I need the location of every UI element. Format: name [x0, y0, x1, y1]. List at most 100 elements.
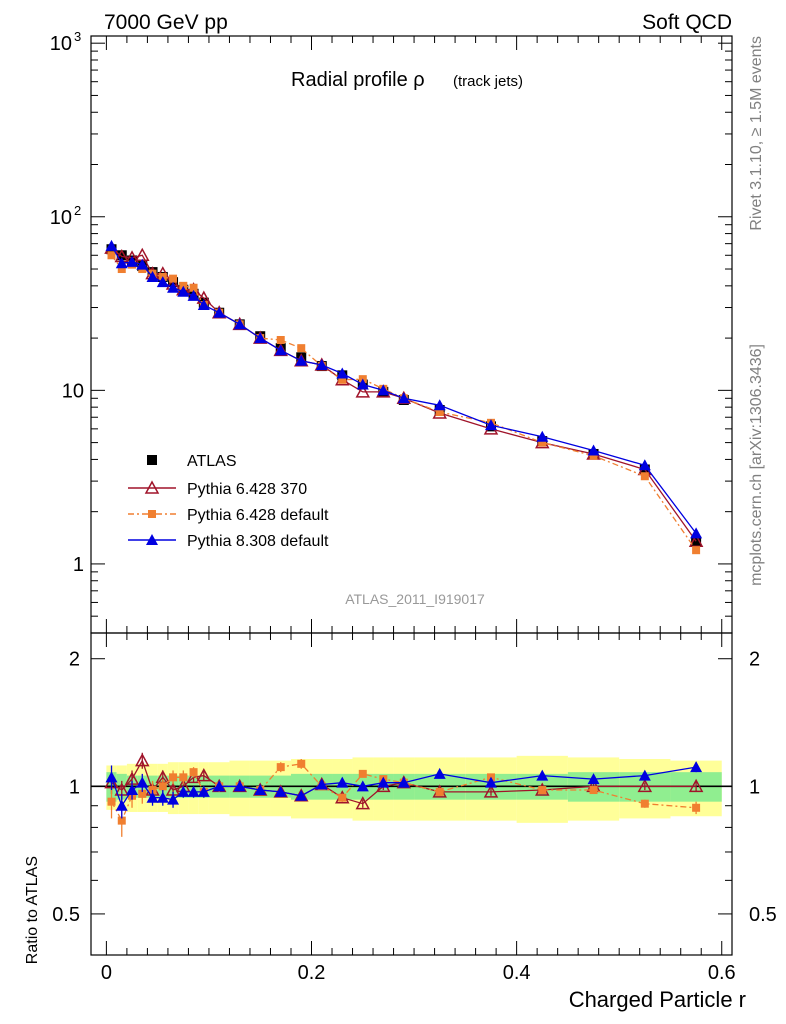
main-point [536, 430, 549, 442]
main-point [136, 258, 149, 270]
main-point [254, 332, 267, 344]
ratio-x-tick-label: 0.4 [503, 962, 531, 984]
ratio-point [377, 776, 390, 788]
ratio-point [169, 773, 178, 782]
main-y-tick-label: 10 [50, 33, 72, 55]
main-point [315, 358, 328, 370]
ratio-y-label: Ratio to ATLAS [24, 856, 41, 964]
ratio-point [637, 778, 653, 793]
legend-item-1: Pythia 6.428 370 [128, 480, 307, 498]
analysis-id: ATLAS_2011_I919017 [345, 591, 485, 607]
main-point [156, 276, 169, 288]
legend-marker [144, 480, 160, 494]
ratio-point [187, 785, 200, 797]
ratio-point [435, 787, 444, 796]
ratio-point [397, 776, 410, 788]
main-point [355, 384, 371, 398]
ratio-point [138, 789, 147, 798]
ratio-point [692, 803, 701, 812]
main-point [297, 344, 306, 353]
main-point [126, 255, 139, 267]
main-y-tick-label: 1 [73, 554, 84, 576]
ratio-point [167, 793, 180, 805]
ratio-point [295, 789, 308, 801]
ratio-point [213, 780, 226, 792]
ratio-point [483, 784, 499, 798]
ratio-point [355, 796, 371, 810]
ratio-point [587, 773, 600, 785]
ratio-series-layer [104, 752, 704, 837]
main-point [197, 299, 210, 311]
legend-marker [147, 455, 157, 465]
ratio-series-2 [105, 761, 703, 819]
ratio-point [135, 753, 150, 767]
ratio-point [640, 799, 649, 808]
main-point [587, 444, 600, 456]
ratio-point [158, 782, 167, 791]
ratio-point [338, 793, 347, 802]
ratio-point [117, 816, 126, 825]
ratio-point [276, 763, 285, 772]
ratio-point [356, 780, 369, 792]
ratio-axis-ticks: 0 0.2 0.4 0.6 0.5 0.5 1 1 2 2 [52, 633, 777, 984]
ratio-point [136, 776, 149, 788]
ratio-x-tick-label: 0.6 [708, 962, 736, 984]
main-point [167, 281, 180, 293]
main-point [589, 451, 598, 460]
ratio-point [177, 785, 190, 797]
main-title-text: Radial profile ρ [291, 69, 425, 91]
ratio-plot-frame [90, 632, 733, 956]
main-point [116, 250, 127, 261]
main-point [433, 399, 446, 411]
header-left: 7000 GeV pp [104, 11, 228, 34]
ratio-point [433, 767, 446, 779]
ratio-point [484, 776, 497, 788]
main-point [640, 472, 649, 481]
ratio-point [690, 761, 703, 773]
main-point [105, 239, 118, 251]
legend-item-2: Pythia 6.428 default [128, 507, 329, 524]
main-point [107, 251, 116, 260]
main-point [377, 384, 390, 396]
legend-item-0: ATLAS [147, 453, 237, 470]
main-point [397, 392, 410, 404]
main-series-3 [105, 239, 703, 539]
main-point [169, 274, 178, 283]
ratio-point [115, 799, 128, 811]
ratio-y-tick-label: 2 [69, 649, 80, 671]
ratio-uncertainty-bands [91, 755, 732, 823]
ratio-point [336, 776, 349, 788]
main-point [213, 306, 226, 318]
main-point [146, 270, 159, 282]
ratio-point [589, 786, 598, 795]
main-point [117, 265, 126, 274]
ratio-point [233, 780, 246, 792]
header-right: Soft QCD [642, 11, 732, 34]
side-label-top: Rivet 3.1.10, ≥ 1.5M events [748, 36, 765, 231]
main-title-suffix: (track jets) [453, 73, 523, 90]
ratio-point [189, 768, 198, 777]
ratio-point [274, 785, 287, 797]
ratio-x-tick-label: 0.2 [298, 962, 326, 984]
main-point [690, 527, 703, 539]
main-point [233, 318, 246, 330]
ratio-point [638, 769, 651, 781]
main-point [276, 336, 285, 345]
main-point [538, 438, 547, 447]
ratio-point [197, 785, 210, 797]
ratio-y-tick-label: 1 [69, 776, 80, 798]
ratio-point [196, 768, 212, 782]
main-point [638, 459, 651, 471]
ratio-point [254, 784, 267, 796]
main-point [692, 546, 701, 555]
ratio-point [156, 791, 169, 803]
legend-marker [148, 510, 156, 518]
legend-label: ATLAS [187, 453, 237, 470]
main-point [187, 289, 200, 301]
main-point [336, 367, 349, 379]
ratio-point [297, 759, 306, 768]
ratio-point [179, 773, 188, 782]
main-y-tick-label-exp: 2 [74, 203, 81, 218]
main-point [435, 408, 444, 417]
main-y-tick-label-exp: 3 [74, 29, 81, 44]
